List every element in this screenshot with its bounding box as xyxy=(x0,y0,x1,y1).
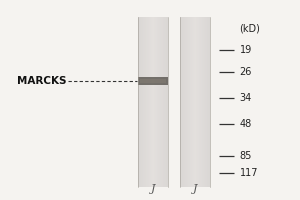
Bar xyxy=(139,17,140,187)
Bar xyxy=(185,17,186,187)
Bar xyxy=(190,17,191,187)
Bar xyxy=(163,17,164,187)
Bar xyxy=(191,17,192,187)
Bar xyxy=(207,17,208,187)
Text: J: J xyxy=(193,184,197,194)
Bar xyxy=(156,17,157,187)
Bar xyxy=(196,17,197,187)
Bar xyxy=(180,17,181,187)
Bar xyxy=(160,17,161,187)
Bar xyxy=(152,17,153,187)
Bar xyxy=(162,17,163,187)
Text: 19: 19 xyxy=(240,45,252,55)
Bar xyxy=(140,17,141,187)
Bar xyxy=(154,17,155,187)
Bar xyxy=(138,17,139,187)
Bar xyxy=(166,17,167,187)
Bar xyxy=(197,17,198,187)
Bar xyxy=(148,17,149,187)
Text: 48: 48 xyxy=(240,119,252,129)
Bar xyxy=(194,17,195,187)
Bar xyxy=(200,17,201,187)
Bar xyxy=(187,17,188,187)
Bar xyxy=(158,17,159,187)
Bar xyxy=(193,17,194,187)
Bar xyxy=(192,17,193,187)
Bar xyxy=(182,17,183,187)
Bar xyxy=(157,17,158,187)
Bar xyxy=(147,17,148,187)
Bar xyxy=(145,17,146,187)
Bar xyxy=(160,17,161,187)
Bar xyxy=(188,17,189,187)
Bar xyxy=(186,17,187,187)
Text: 117: 117 xyxy=(240,168,258,178)
Bar xyxy=(184,17,185,187)
Bar xyxy=(149,17,150,187)
Bar xyxy=(195,17,196,187)
Bar xyxy=(146,17,147,187)
Bar xyxy=(151,17,152,187)
Bar xyxy=(142,17,143,187)
Bar xyxy=(202,17,203,187)
Text: 85: 85 xyxy=(240,151,252,161)
Bar xyxy=(209,17,210,187)
Bar xyxy=(181,17,182,187)
Text: MARCKS: MARCKS xyxy=(17,76,66,86)
Bar xyxy=(198,17,199,187)
Bar xyxy=(138,77,168,85)
Bar xyxy=(153,17,154,187)
Bar xyxy=(206,17,207,187)
Bar xyxy=(155,17,156,187)
Bar xyxy=(161,17,162,187)
Text: J: J xyxy=(151,184,155,194)
Bar xyxy=(165,17,166,187)
Bar xyxy=(205,17,206,187)
Bar xyxy=(143,17,144,187)
Bar xyxy=(140,79,166,83)
Text: 34: 34 xyxy=(240,93,252,103)
Bar xyxy=(144,17,145,187)
Bar xyxy=(164,17,165,187)
Bar xyxy=(167,17,168,187)
Bar xyxy=(201,17,202,187)
Text: 26: 26 xyxy=(240,67,252,77)
Bar xyxy=(208,17,209,187)
Bar xyxy=(141,17,142,187)
Text: (kD): (kD) xyxy=(240,23,260,33)
Bar xyxy=(199,17,200,187)
Bar xyxy=(150,17,151,187)
Bar xyxy=(183,17,184,187)
Bar xyxy=(204,17,205,187)
Bar xyxy=(203,17,204,187)
Bar xyxy=(189,17,190,187)
Bar xyxy=(159,17,160,187)
